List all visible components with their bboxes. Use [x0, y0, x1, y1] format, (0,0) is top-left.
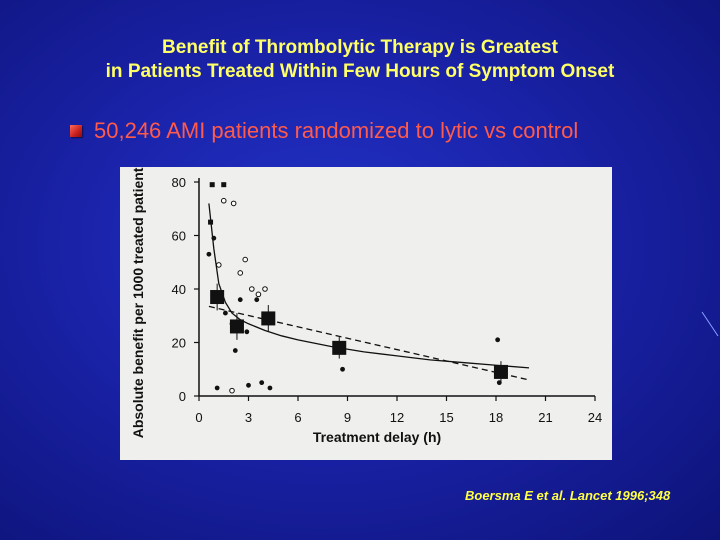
filled-circle-point: [218, 294, 223, 300]
fit-lines: [208, 203, 530, 381]
y-tick-label: 20: [172, 336, 186, 351]
slide-title-line1: Benefit of Thrombolytic Therapy is Great…: [162, 37, 558, 58]
filled-circle-point: [237, 297, 243, 303]
small-square-point: [208, 219, 214, 225]
data-points: [206, 182, 508, 394]
y-tick-label: 80: [172, 175, 186, 190]
filled-circle-point: [496, 380, 502, 386]
small-square-point: [209, 182, 215, 188]
x-tick-label: 15: [439, 410, 453, 425]
bullet-item: 50,246 AMI patients randomized to lytic …: [70, 116, 710, 146]
large-square-point: [332, 340, 347, 355]
y-tick-label: 40: [172, 282, 186, 297]
scatter-chart: 0 3 6 9 12 15 18 21 24 0 20 40 60 80 Treatment delay …: [130, 167, 603, 445]
x-tick-label: 3: [245, 410, 252, 425]
linear-regression-line: [208, 305, 530, 381]
filled-circle-point: [206, 251, 212, 257]
citation: Boersma E et al. Lancet 1996;348: [465, 488, 671, 503]
x-tick-label: 6: [294, 410, 301, 425]
x-tick-label: 18: [489, 410, 503, 425]
decorative-line: [701, 311, 719, 337]
filled-circle-point: [223, 310, 228, 316]
ticks: 0 3 6 9 12 15 18 21 24 0 20 40 60 80: [172, 175, 603, 425]
y-tick-label: 0: [179, 389, 186, 404]
x-tick-label: 24: [588, 410, 602, 425]
square-bullet-icon: [70, 125, 82, 137]
small-square-point: [221, 182, 227, 188]
large-square-point: [493, 364, 508, 379]
y-tick-label: 60: [172, 229, 186, 244]
filled-circle-point: [214, 385, 220, 391]
axes: [198, 178, 595, 397]
filled-circle-point: [232, 348, 238, 353]
open-circle-point: [262, 286, 268, 292]
large-square-point: [210, 290, 225, 305]
bullet-text: 50,246 AMI patients randomized to lytic …: [94, 118, 579, 143]
chart-panel: 0 3 6 9 12 15 18 21 24 0 20 40 60 80 Treatment delay …: [120, 167, 612, 460]
filled-circle-point: [246, 382, 251, 388]
x-tick-label: 21: [538, 410, 552, 425]
open-circle-point: [242, 256, 248, 263]
filled-circle-point: [495, 337, 501, 343]
filled-circle-point: [211, 235, 217, 241]
filled-circle-point: [340, 366, 345, 372]
large-square-point: [261, 311, 276, 326]
x-axis-title: Treatment delay (h): [313, 429, 441, 445]
slide-title-line2: in Patients Treated Within Few Hours of …: [105, 61, 615, 82]
open-circle-point: [249, 286, 255, 292]
open-circle-point: [237, 270, 244, 276]
filled-circle-point: [254, 297, 260, 303]
open-circle-point: [255, 291, 262, 298]
open-circle-point: [220, 197, 227, 204]
filled-circle-point: [259, 380, 265, 386]
y-axis-title: Absolute benefit per 1000 treated patien…: [130, 167, 146, 438]
filled-circle-point: [244, 329, 250, 335]
open-circle-point: [229, 387, 235, 394]
open-circle-point: [216, 262, 222, 268]
filled-circle-point: [267, 385, 273, 391]
x-tick-label: 12: [390, 410, 404, 425]
slide-title: Benefit of Thrombolytic Therapy is Great…: [0, 36, 720, 84]
x-tick-label: 9: [344, 410, 351, 425]
filled-circle-point: [229, 321, 235, 327]
x-tick-label: 0: [195, 410, 202, 425]
open-circle-point: [230, 200, 237, 207]
